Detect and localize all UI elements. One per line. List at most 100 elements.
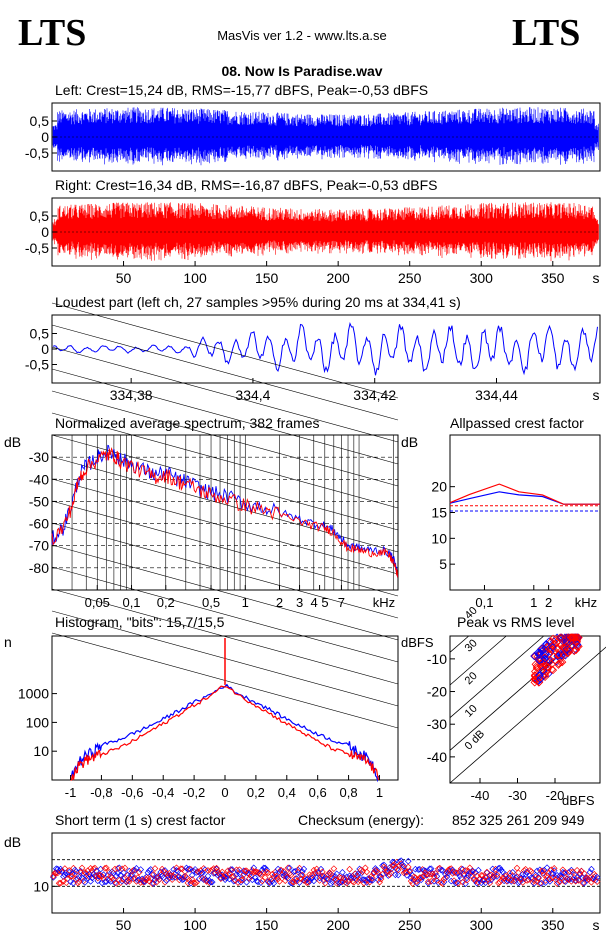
allpass-ytick-label: 5 xyxy=(439,556,447,572)
stcf-point-left xyxy=(560,869,568,877)
histogram-ylabel: n xyxy=(4,634,12,650)
stcf-point-right xyxy=(91,864,99,872)
stcf-point-left xyxy=(260,864,268,872)
allpass-title: Allpassed crest factor xyxy=(450,415,584,431)
spectrum-grid xyxy=(51,302,399,729)
stcf-point-left xyxy=(593,873,601,881)
stcf-point-left xyxy=(337,878,345,886)
spectrum-ytick-label: -30 xyxy=(29,449,49,465)
loudest-xtick-label: 334,38 xyxy=(110,387,153,403)
stcf-point-right xyxy=(369,874,376,882)
histogram-ytick-label: 10 xyxy=(33,743,49,759)
stcf-point-right xyxy=(502,872,509,880)
left-wave-ytick-label: 0 xyxy=(41,129,49,145)
stcf-point-left xyxy=(117,871,125,879)
spectrum-xtick-label: 0,5 xyxy=(202,595,220,610)
stcf-point-left xyxy=(180,875,187,883)
histogram-xtick-label: 1 xyxy=(376,785,383,800)
stcf-point-right xyxy=(330,865,338,872)
pvr-point xyxy=(540,651,550,660)
stcf-point-right xyxy=(527,868,535,875)
stcf-point-right xyxy=(155,876,163,883)
loudest-ytick-label: 0 xyxy=(41,341,49,357)
stcf-point-left xyxy=(283,872,290,880)
stcf-point-right xyxy=(417,874,425,881)
stcf-point-right xyxy=(389,862,396,869)
pvr-point xyxy=(556,658,565,667)
stcf-point-right xyxy=(283,874,290,881)
right-wave-xtick-label: s xyxy=(593,270,600,286)
stcf-point-right xyxy=(433,877,441,884)
plots-layer: 0,50-0,50,50-0,550 100 150 200 250 300 350 s0,5… xyxy=(18,102,606,933)
stcf-xtick-label: 100 xyxy=(183,917,207,933)
stcf-point-right xyxy=(293,877,300,885)
stcf-point-right xyxy=(519,879,527,886)
file-title: 08. Now Is Paradise.wav xyxy=(221,63,382,79)
stcf-point-right xyxy=(197,867,205,874)
stcf-point-right xyxy=(193,879,200,886)
spectrum-slope-line xyxy=(51,302,399,399)
pvr-ytick-label: -30 xyxy=(427,716,447,732)
stcf-point-left xyxy=(326,869,333,877)
stcf-ylabel: dB xyxy=(4,834,21,850)
stcf-point-left xyxy=(104,871,112,879)
spectrum-title: Normalized average spectrum, 382 frames xyxy=(55,415,320,431)
stcf-point-left xyxy=(562,878,569,885)
histogram-xtick-label: -0,8 xyxy=(90,785,112,800)
stcf-point-left xyxy=(291,867,299,875)
stcf-point-right xyxy=(297,875,305,882)
stcf-point-left xyxy=(550,867,558,874)
stcf-point-right xyxy=(327,870,335,878)
stcf-point-right xyxy=(377,875,385,883)
stcf-point-right xyxy=(274,875,282,883)
stcf-point-left xyxy=(186,865,193,873)
stcf-point-left xyxy=(420,866,428,874)
pvr-point xyxy=(534,674,543,683)
pvr-point xyxy=(566,633,575,642)
stcf-point-right xyxy=(50,872,57,880)
stcf-point-right xyxy=(440,875,448,883)
stcf-point-left xyxy=(569,876,577,883)
allpass-series-right xyxy=(449,483,600,505)
stcf-point-left xyxy=(426,865,434,873)
stcf-point-right xyxy=(593,878,601,885)
pvr-point xyxy=(544,650,553,659)
stcf-point-left xyxy=(543,864,551,872)
stcf-point-right xyxy=(460,872,468,879)
stcf-point-right xyxy=(291,875,299,882)
pvr-point xyxy=(549,640,558,649)
pvr-point xyxy=(532,663,541,673)
stcf-point-right xyxy=(359,868,366,875)
pvr-ytick-label: -20 xyxy=(427,684,447,700)
loudest-xtick-label: 334,44 xyxy=(475,387,518,403)
stcf-point-right xyxy=(55,879,63,887)
pvr-point xyxy=(568,633,577,642)
pvr-point xyxy=(545,644,554,654)
stcf-point-left xyxy=(382,867,389,874)
stcf-point-left xyxy=(103,878,110,885)
spectrum-slope-line xyxy=(51,368,399,465)
stcf-point-right xyxy=(246,875,253,882)
stcf-point-right xyxy=(366,878,373,886)
stcf-xtick-label: s xyxy=(593,917,600,933)
pvr-xtick-label: -40 xyxy=(471,788,490,803)
stcf-point-right xyxy=(459,878,466,886)
stcf-point-left xyxy=(100,871,107,879)
right-wave-xtick-label: 50 xyxy=(116,270,132,286)
pvr-title: Peak vs RMS level xyxy=(457,614,574,630)
stcf-point-left xyxy=(300,865,308,873)
stcf-point-left xyxy=(213,865,220,873)
spectrum-slope-line xyxy=(51,478,399,575)
stcf-point-left xyxy=(413,879,421,887)
stcf-point-left xyxy=(207,878,215,886)
right-wave-xtick-label: 150 xyxy=(255,270,279,286)
histogram-ytick-label: 100 xyxy=(26,714,50,730)
spectrum-xtick-label: 4 5 xyxy=(311,595,329,610)
stcf-point-left xyxy=(393,865,401,873)
stcf-point-left xyxy=(111,879,119,887)
right-wave-ytick-label: 0,5 xyxy=(30,208,50,224)
stcf-point-left xyxy=(437,866,445,874)
loudest-xtick-label: 334,4 xyxy=(235,387,270,403)
stcf-point-left xyxy=(373,866,381,874)
stcf-point-right xyxy=(407,877,415,885)
